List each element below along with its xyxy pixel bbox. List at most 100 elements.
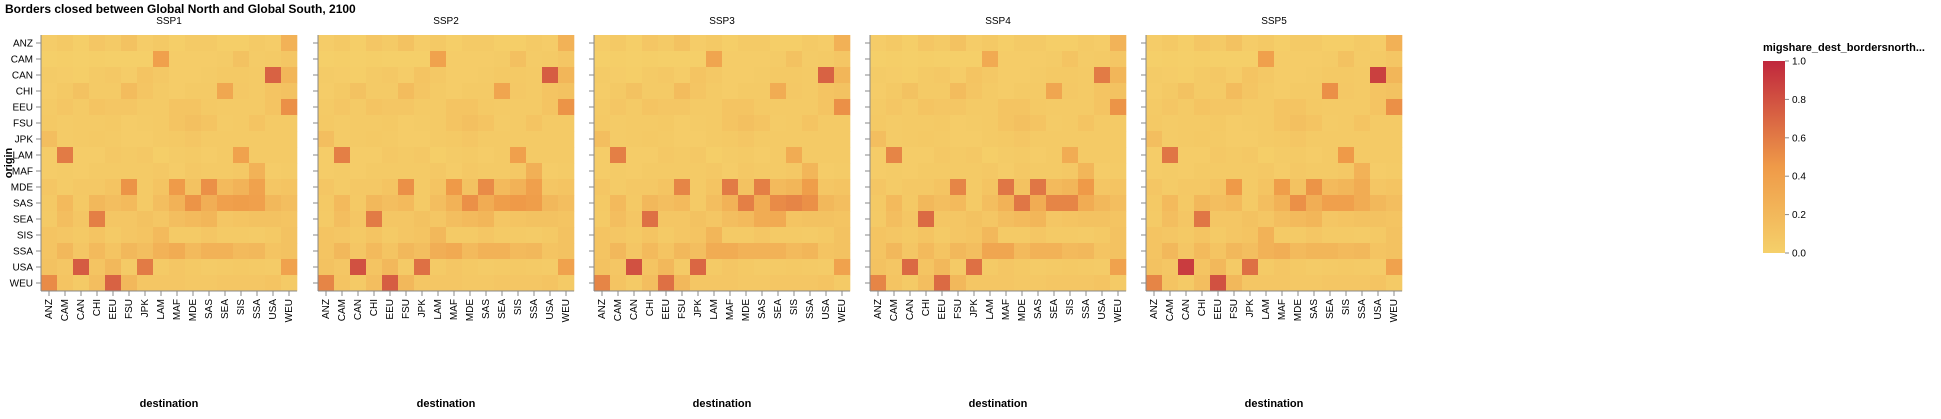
heatmap-cell — [334, 83, 351, 100]
heatmap-cell — [414, 163, 431, 180]
heatmap-cell — [642, 243, 659, 260]
heatmap-cell — [318, 195, 335, 212]
heatmap-cell — [414, 195, 431, 212]
heatmap-cell — [1322, 259, 1339, 276]
heatmap-cell — [594, 211, 611, 228]
heatmap-cell — [1030, 35, 1047, 52]
x-tick-label: FSU — [677, 299, 688, 319]
heatmap-cell — [185, 51, 202, 68]
heatmap-cell — [1370, 259, 1387, 276]
heatmap-cell — [1274, 275, 1291, 292]
heatmap-cell — [153, 163, 170, 180]
x-tick-label: ANZ — [321, 299, 332, 319]
heatmap-cell — [201, 147, 218, 164]
heatmap-cell — [318, 99, 335, 116]
heatmap-cell — [1078, 99, 1095, 116]
heatmap-cell — [41, 243, 58, 260]
x-tick-label: MAF — [1001, 299, 1012, 320]
heatmap-cell — [594, 227, 611, 244]
heatmap-cell — [350, 115, 367, 132]
heatmap-cell — [318, 115, 335, 132]
heatmap-cell — [121, 115, 138, 132]
heatmap-cell — [1322, 163, 1339, 180]
heatmap-cell — [1274, 195, 1291, 212]
heatmap-cell — [185, 83, 202, 100]
heatmap-cell — [1338, 99, 1355, 116]
heatmap-cell — [462, 51, 479, 68]
heatmap-cell — [738, 115, 755, 132]
heatmap-cell — [542, 195, 559, 212]
heatmap-cell — [558, 51, 575, 68]
heatmap-cell — [754, 163, 771, 180]
heatmap-cell — [982, 259, 999, 276]
heatmap-cell — [121, 275, 138, 292]
heatmap-cell — [950, 211, 967, 228]
heatmap-cell — [658, 243, 675, 260]
heatmap-cell — [1274, 211, 1291, 228]
heatmap-cell — [478, 259, 495, 276]
heatmap-cell — [818, 51, 835, 68]
heatmap-cell — [722, 147, 739, 164]
heatmap-cell — [786, 227, 803, 244]
heatmap-cell — [1110, 115, 1127, 132]
heatmap-cell — [446, 67, 463, 84]
heatmap-cell — [1322, 243, 1339, 260]
heatmap-cell — [1242, 147, 1259, 164]
heatmap-cell — [610, 51, 627, 68]
heatmap-cell — [1094, 179, 1111, 196]
x-tick-label: SEA — [220, 299, 231, 319]
heatmap-cell — [770, 147, 787, 164]
heatmap-cell — [1370, 275, 1387, 292]
heatmap-cell — [1014, 147, 1031, 164]
heatmap-cell — [1306, 51, 1323, 68]
x-tick-label: CAN — [353, 299, 364, 320]
heatmap-cell — [1338, 227, 1355, 244]
heatmap-cell — [594, 179, 611, 196]
heatmap-cell — [1242, 67, 1259, 84]
heatmap-cell — [73, 131, 90, 148]
heatmap-cell — [1338, 243, 1355, 260]
heatmap-cell — [658, 99, 675, 116]
panel-ssp4: SSP4 ANZ CAM CAN CHI EEU FSU JPK LAM MAF MDE SAS SEA… — [865, 16, 1127, 410]
heatmap-cell — [153, 99, 170, 116]
heatmap-cell — [1178, 131, 1195, 148]
heatmap-cell — [89, 195, 106, 212]
heatmap-cell — [217, 195, 234, 212]
heatmap-cell — [802, 67, 819, 84]
heatmap-cell — [1146, 83, 1163, 100]
heatmap-cell — [818, 243, 835, 260]
heatmap-cell — [510, 195, 527, 212]
heatmap-cell — [510, 243, 527, 260]
x-tick-label: ANZ — [597, 299, 608, 319]
heatmap-cell — [998, 211, 1015, 228]
heatmap-cell — [382, 211, 399, 228]
heatmap-cell — [706, 83, 723, 100]
heatmap-cell — [217, 147, 234, 164]
heatmap-cell — [89, 131, 106, 148]
heatmap-cell — [137, 67, 154, 84]
heatmap-cell — [558, 259, 575, 276]
heatmap-cell — [1094, 99, 1111, 116]
heatmap-cell — [834, 131, 851, 148]
heatmap-cell — [642, 131, 659, 148]
heatmap-cell — [642, 195, 659, 212]
x-tick-label: CHI — [1197, 299, 1208, 316]
heatmap-cell — [510, 131, 527, 148]
heatmap-cell — [1178, 51, 1195, 68]
heatmap-cell — [494, 211, 511, 228]
heatmap-cell — [446, 195, 463, 212]
heatmap-cell — [1306, 195, 1323, 212]
heatmap-cell — [1258, 259, 1275, 276]
heatmap-cell — [542, 115, 559, 132]
heatmap-cell — [121, 163, 138, 180]
x-tick-label: CAM — [613, 299, 624, 321]
heatmap-cell — [57, 179, 74, 196]
heatmap-cell — [982, 83, 999, 100]
heatmap-cell — [754, 131, 771, 148]
heatmap-cell — [169, 67, 186, 84]
heatmap-cell — [1162, 115, 1179, 132]
heatmap-cell — [594, 83, 611, 100]
heatmap-cell — [1094, 83, 1111, 100]
heatmap-cell — [366, 227, 383, 244]
